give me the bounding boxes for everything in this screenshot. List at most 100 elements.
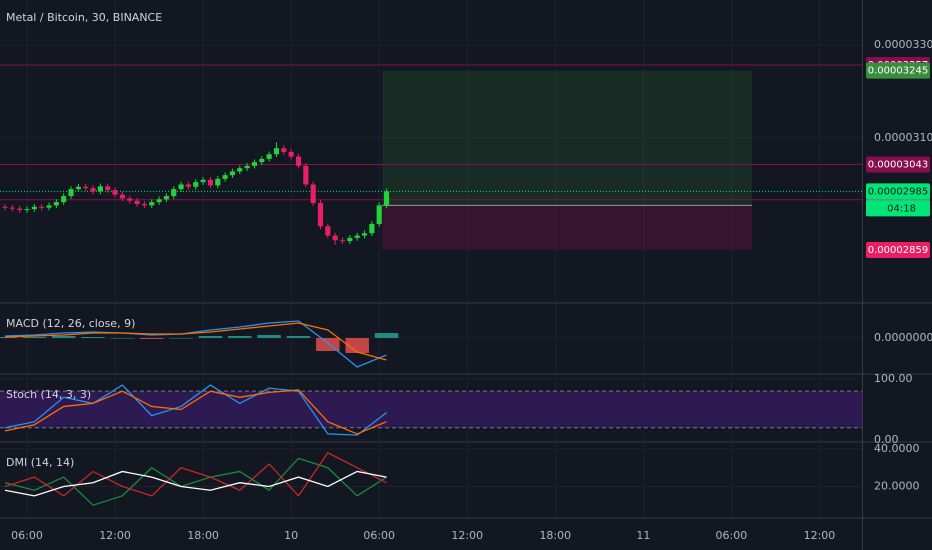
x-tick-label: 11 [636,529,650,542]
candle-body [97,186,103,192]
indicator-line [4,322,387,361]
candle-body [295,156,302,166]
candle-body [237,168,243,172]
macd-histogram-bar [345,338,369,353]
x-tick-label: 18:00 [539,529,571,542]
candle-body [303,165,309,185]
candle-body [24,209,30,211]
candle-body [83,186,89,189]
candle-body [105,186,111,191]
indicator-line [4,457,387,506]
candle-body [200,179,206,183]
candle-body [251,162,258,166]
candle-body [127,198,133,201]
x-tick-label: 12:00 [99,529,131,542]
candle-body [156,199,162,203]
candle-body [339,240,346,242]
macd-histogram-bar [81,337,105,338]
candle-body [332,235,338,241]
candle-body [207,179,214,186]
candle-body [61,196,67,203]
indicator-line [4,320,387,368]
candle-body [222,175,228,179]
level-badge-label: 0.00003043 [868,159,928,170]
candle-body [2,206,8,208]
stoch-band [0,391,862,428]
candle-body [310,184,316,204]
chart-title: Metal / Bitcoin, 30, BINANCE [6,11,162,24]
candle-body [119,194,125,199]
candle-body [244,165,250,169]
y-tick-label: 0.00 [874,433,899,446]
position-badge-label: 0.00003245 [868,66,928,77]
x-tick-label: 06:00 [363,529,395,542]
macd-histogram-bar [374,333,399,338]
candle-body [325,226,331,236]
y-tick-label: 40.0000 [874,442,920,455]
candle-body [134,200,140,204]
candle-body [347,237,353,242]
current-price-badge [866,183,930,200]
x-tick-label: 06:00 [11,529,43,542]
position-badge-label: 0.00002859 [868,245,928,256]
y-tick-label: 100.00 [874,372,913,385]
indicator-label: MACD (12, 26, close, 9) [6,317,135,330]
indicator-line [4,389,387,435]
countdown-badge [866,200,930,217]
candle-body [288,151,294,157]
candle-body [178,184,184,190]
candle-body [31,206,37,210]
candle-body [193,182,199,187]
candle-body [273,148,280,155]
indicator-line [4,451,387,497]
level-badge [866,156,930,173]
indicator-label: Stoch (14, 3, 3) [6,388,91,401]
y-tick-label: 20.0000 [874,479,920,492]
candle-body [112,190,118,195]
x-tick-label: 10 [284,529,298,542]
candle-body [383,191,390,206]
countdown-label: 04:18 [887,203,916,214]
current-price-badge-label: 0.00002985 [868,186,928,197]
candle-body [266,154,272,159]
macd-histogram-bar [139,338,164,339]
indicator-label: DMI (14, 14) [6,456,74,469]
candle-body [75,186,81,190]
macd-histogram-bar [198,336,223,338]
candle-body [354,235,360,238]
candle-body [369,223,375,234]
macd-histogram-bar [228,336,252,338]
candle-body [9,207,15,209]
x-tick-label: 18:00 [187,529,219,542]
candle-body [215,178,221,186]
candle-body [53,202,59,206]
position-badge [866,62,930,79]
macd-histogram-bar [286,336,311,338]
candle-body [141,203,147,206]
candle-body [229,171,236,176]
candle-body [39,206,45,208]
position-profit [382,70,752,206]
candle-body [185,184,191,187]
macd-histogram-bar [169,338,193,339]
candle-body [259,158,265,163]
x-tick-label: 06:00 [716,529,748,542]
candle-body [17,208,23,211]
candle-body [376,205,382,224]
macd-histogram-bar [51,336,76,338]
y-tick-label: 0.00000000 [874,331,932,344]
candle-body [68,189,74,197]
position-badge [866,241,930,258]
macd-histogram-bar [22,337,47,338]
candle-body [281,148,287,152]
candle-body [361,233,368,236]
candle-body [149,202,155,206]
candle-body [171,189,177,197]
candle-body [163,196,169,200]
position-loss [382,205,752,250]
candle-body [317,203,324,227]
